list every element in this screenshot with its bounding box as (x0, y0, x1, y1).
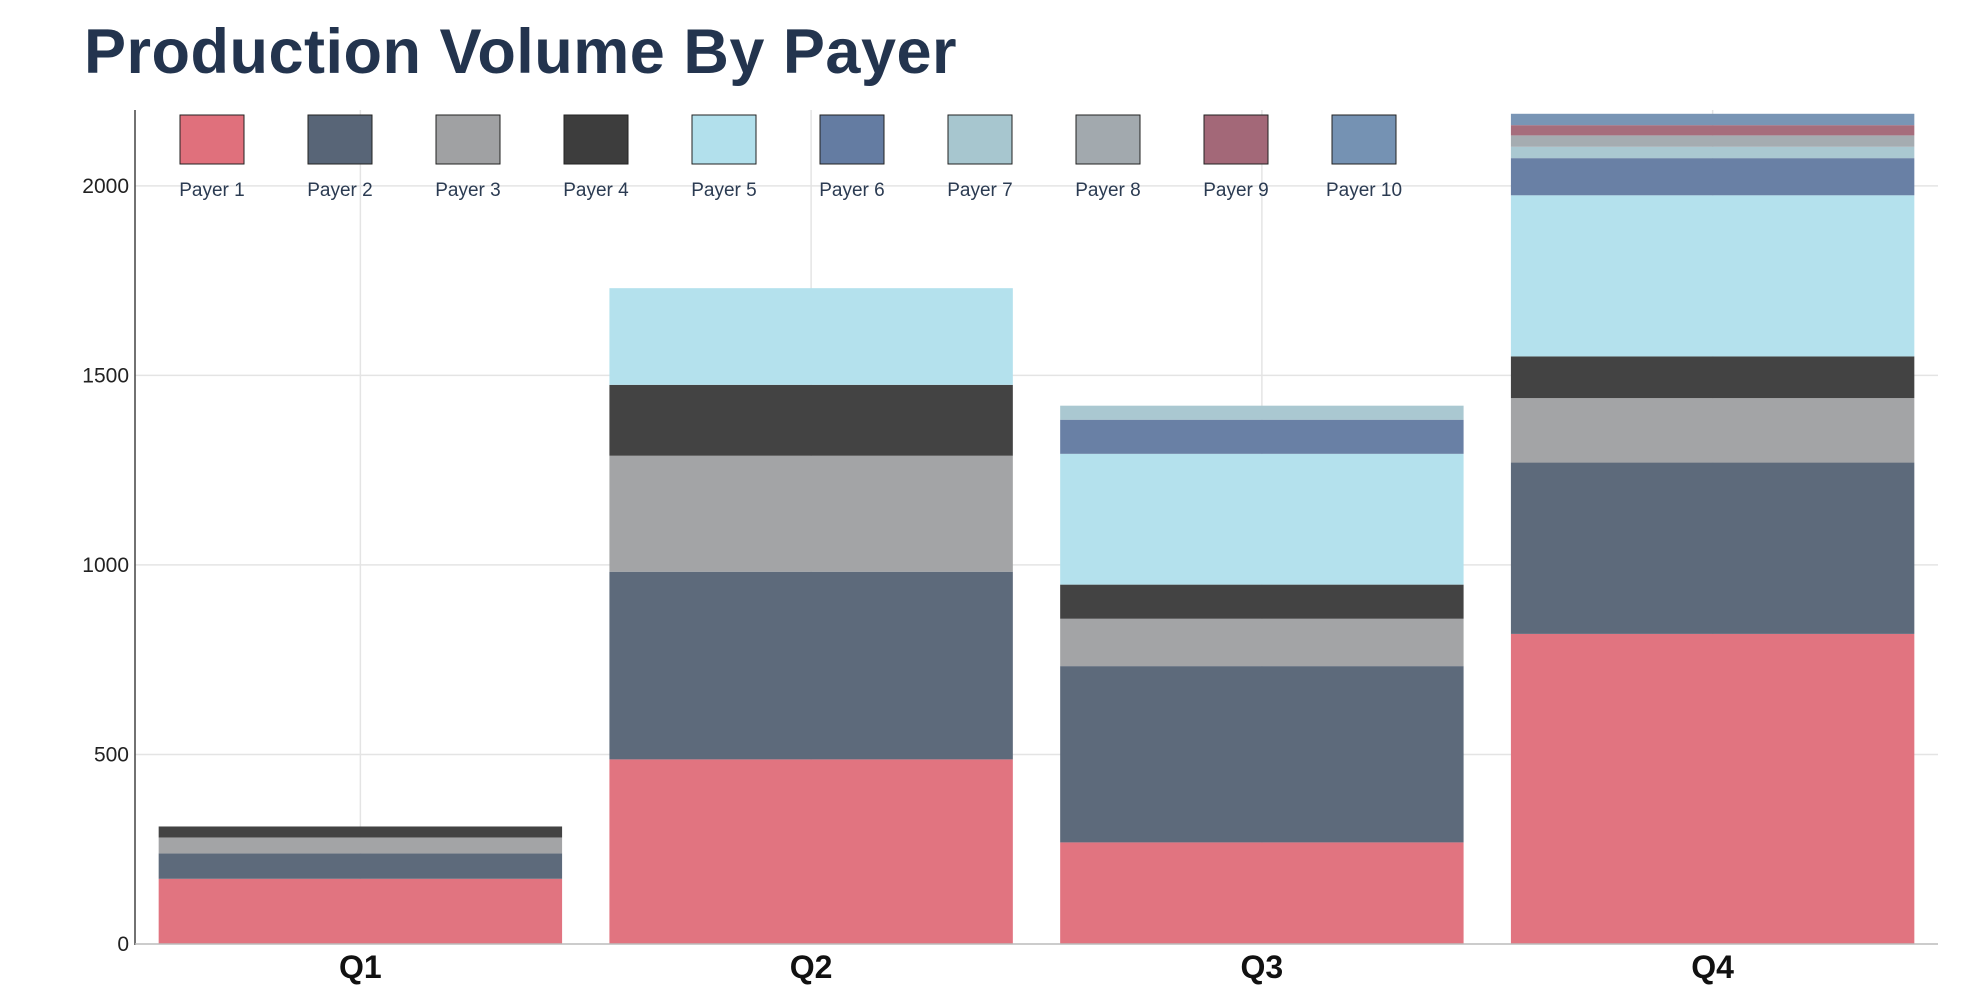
y-tick-label: 0 (117, 933, 129, 956)
bar-segment-payer-4 (158, 826, 563, 838)
legend-swatch (435, 114, 501, 165)
bar-segment-payer-6 (1060, 419, 1464, 454)
legend-label: Payer 9 (1203, 180, 1268, 201)
legend: Payer 1 Payer 2 Payer 3 Payer 4 Payer 5 Payer… (179, 114, 1402, 201)
bar-segment-payer-4 (1060, 584, 1464, 619)
y-tick-label: 1500 (82, 364, 129, 387)
bar-segment-payer-1 (1060, 842, 1464, 944)
legend-swatch (179, 114, 245, 165)
bar-segment-payer-3 (609, 455, 1013, 572)
legend-label: Payer 1 (179, 180, 244, 201)
bar-segment-payer-7 (1060, 405, 1464, 420)
bar-segment-payer-3 (1510, 398, 1915, 463)
legend-label: Payer 6 (819, 180, 884, 201)
axes: 0 500 1000 1500 2000 Q1 Q2 Q3 Q4 (82, 110, 1938, 985)
bar-segment-payer-5 (1060, 453, 1464, 585)
bar-segment-payer-2 (609, 571, 1013, 760)
bar-segment-payer-4 (609, 384, 1013, 456)
legend-label: Payer 2 (307, 180, 372, 201)
legend-swatch (1203, 114, 1269, 165)
y-tick-label: 2000 (82, 175, 129, 198)
bar-segment-payer-2 (1060, 666, 1464, 843)
legend-label: Payer 10 (1326, 180, 1402, 201)
legend-swatch (307, 114, 373, 165)
bar-segment-payer-4 (1510, 356, 1915, 399)
bar-segment-payer-5 (1510, 195, 1915, 357)
legend-label: Payer 4 (563, 180, 629, 201)
legend-label: Payer 7 (947, 180, 1012, 201)
x-tick-label: Q2 (790, 949, 833, 985)
bar-segment-payer-9 (1510, 125, 1915, 136)
bar-segment-payer-10 (1510, 113, 1915, 126)
bar-segment-payer-1 (158, 878, 563, 944)
legend-swatch (819, 114, 885, 165)
chart-title: Production Volume By Payer (84, 17, 958, 87)
legend-swatch (947, 114, 1013, 165)
bar-segment-payer-6 (1510, 158, 1915, 196)
legend-label: Payer 5 (691, 180, 756, 201)
bar-segment-payer-3 (1060, 618, 1464, 667)
bar-segment-payer-2 (1510, 462, 1915, 634)
x-tick-label: Q1 (339, 949, 382, 985)
bar-segment-payer-5 (609, 288, 1013, 385)
legend-swatch (563, 114, 629, 165)
bar-segment-payer-1 (1510, 633, 1915, 944)
legend-label: Payer 8 (1075, 180, 1140, 201)
bar-segment-payer-1 (609, 759, 1013, 944)
bars (158, 113, 1915, 944)
bar-segment-payer-2 (158, 853, 563, 879)
legend-swatch (1075, 114, 1141, 165)
x-tick-label: Q3 (1241, 949, 1284, 985)
bar-segment-payer-8 (1510, 135, 1915, 147)
y-tick-label: 500 (94, 743, 129, 766)
x-tick-label: Q4 (1691, 949, 1734, 985)
bar-segment-payer-7 (1510, 146, 1915, 159)
y-tick-label: 1000 (82, 554, 129, 577)
legend-label: Payer 3 (435, 180, 500, 201)
legend-swatch (691, 114, 757, 165)
legend-swatch (1331, 114, 1397, 165)
bar-segment-payer-3 (158, 837, 563, 854)
